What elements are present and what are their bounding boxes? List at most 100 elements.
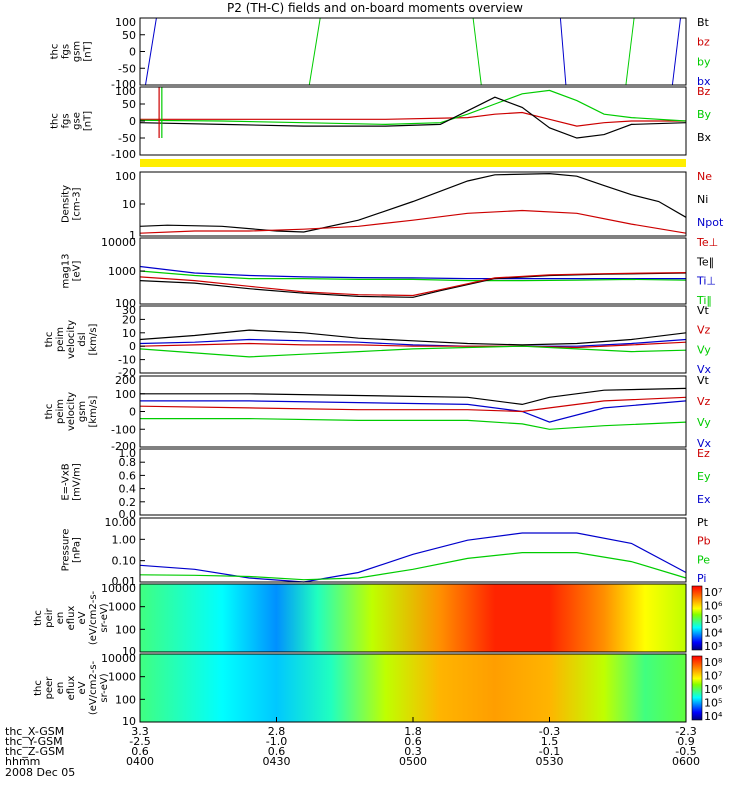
footer-row-label: hhmm [5,755,40,768]
footer-row-value: 1.5 [541,735,559,748]
series-By [139,89,687,126]
y-tick-label: 100 [115,16,136,29]
y-axis-label: (eV/cm2-s- [88,660,99,715]
panel-frame [139,517,687,583]
series-Bx [139,96,687,139]
footer-row-label: thc_Y-GSM [5,735,63,748]
series-Pe [139,551,687,581]
y-axis-label: sr-eV) [99,603,110,632]
y-tick-label: 100 [115,297,136,310]
y-axis-label: peim [55,399,66,424]
series-Bz [140,111,686,127]
colorbar [691,655,703,721]
y-tick-label: -10 [118,354,136,367]
legend-bz: bz [697,36,710,49]
series-Pi [139,532,687,583]
y-axis-label: [nT] [83,111,94,131]
y-axis-label: gsm [77,401,88,422]
panel-density: 100 10 1 Density [cm-3] Ne Ni Npot [61,170,724,242]
y-axis-label: thc [50,113,61,129]
footer-date: 2008 Dec 05 [5,766,75,779]
series-Te⊥ [139,272,687,297]
series-Ti‖ [139,270,687,282]
colorbar [691,585,703,651]
y-tick-label: 0 [129,46,136,59]
y-tick-label: 10 [122,327,136,340]
y-tick-label: 10000 [101,582,136,595]
y-tick-label: 10 [122,645,136,658]
legend-Ez: Ez [697,447,710,460]
series-Vt [140,387,687,406]
footer-row-value: 1.8 [404,725,422,738]
y-tick-label: -200 [111,440,136,453]
legend-Bt: Bt [697,16,710,29]
y-axis-label: thc [33,610,44,626]
footer-row-label: thc_X-GSM [5,725,64,738]
spectrogram-peer-spectrogram [140,654,686,722]
y-axis-label: gsm [72,41,83,62]
y-tick-label: 20 [122,313,136,326]
y-axis-label: fgs [61,44,72,59]
footer-row-value: -0.5 [675,745,696,758]
legend-Vz: Vz [697,395,711,408]
y-axis-label: thc [50,44,61,60]
series-Vx [140,400,687,423]
legend-Te⊥: Te⊥ [696,236,718,249]
colorbar-tick-label: 10⁴ [704,627,723,640]
y-axis-label: gse [72,112,83,130]
y-tick-label: 100 [115,85,136,98]
y-axis-label: velocity [66,320,77,359]
y-axis-label: [km/s] [88,395,99,427]
panel-frame [139,305,687,374]
y-tick-label: 10 [122,198,136,211]
series-Vt [139,329,687,346]
legend-Ni: Ni [697,193,708,206]
series-by-segment [625,17,635,86]
colorbar-tick-label: 10⁴ [704,710,723,723]
y-tick-label: 1000 [108,601,136,614]
y-tick-label: -20 [118,366,136,379]
legend-Vt: Vt [697,374,710,387]
legend-Vy: Vy [697,416,711,429]
y-axis-label: thc [44,404,55,420]
panel-frame [139,448,687,516]
y-axis-label: peim [55,327,66,352]
colorbar-tick-label: 10³ [704,640,722,653]
y-axis-label: fgs [61,113,72,128]
y-axis-label: eflux [66,606,77,631]
y-tick-label: 10 [122,715,136,728]
y-axis-label: peir [44,607,55,627]
legend-Te‖: Te‖ [696,255,714,268]
series-bx-segment [559,17,567,86]
y-axis-label: [eV] [72,261,83,282]
legend-Pt: Pt [697,516,709,529]
legend-Vt: Vt [697,304,710,317]
footer-row-value: 0500 [399,755,427,768]
y-tick-label: 0.01 [112,575,137,588]
colorbar-tick-label: 10⁸ [704,656,723,669]
y-axis-label: velocity [66,392,77,431]
y-tick-label: 100 [115,170,136,183]
legend-By: By [697,108,712,121]
footer-row-value: 0600 [672,755,700,768]
y-axis-label: eV [77,611,88,624]
footer-row-value: 0430 [263,755,291,768]
series-bx-segment [671,17,681,86]
y-axis-label: [nT] [83,41,94,61]
footer-row-value: -2.3 [675,725,696,738]
footer-row-value: 0.6 [131,745,149,758]
y-axis-label: eflux [66,676,77,701]
y-axis-label: peer [44,676,55,700]
y-tick-label: 1000 [108,265,136,278]
legend-Ey: Ey [697,470,711,483]
series-by-segment [308,17,321,86]
y-axis-label: Pressure [61,529,72,572]
y-axis-label: thc [33,680,44,696]
footer-row-value: 0.9 [677,735,695,748]
colorbar-tick-label: 10⁶ [704,600,723,613]
panel-efield: 1.00.80.60.40.20.0 E=-VxB [mV/m] Ez Ey Ex [61,447,711,521]
y-tick-label: -100 [111,78,136,91]
